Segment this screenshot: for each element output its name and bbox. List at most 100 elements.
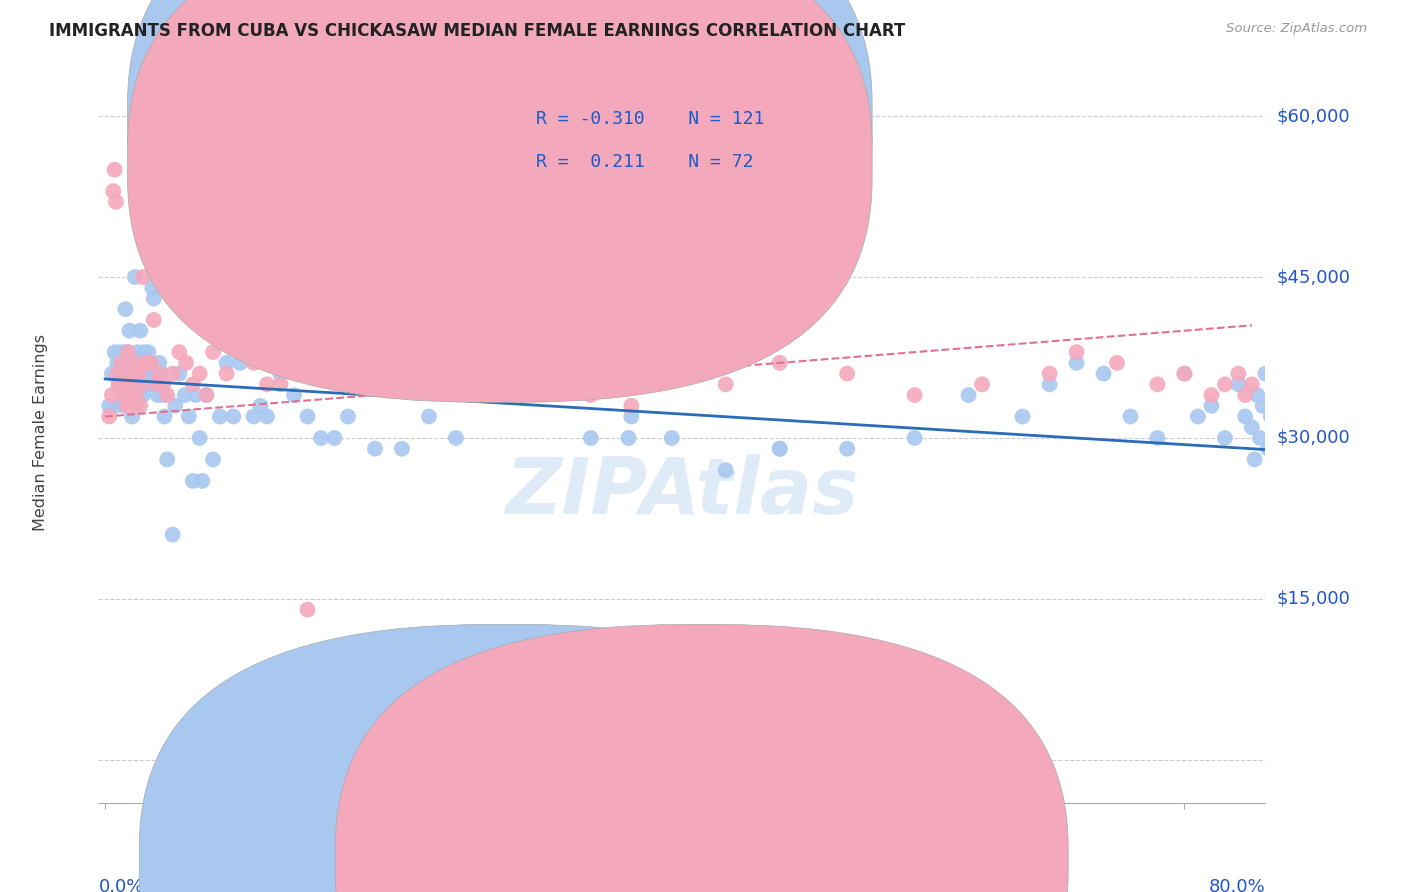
Text: $30,000: $30,000 bbox=[1277, 429, 1350, 447]
Text: Chickasaw: Chickasaw bbox=[727, 847, 811, 863]
Point bbox=[1213, 431, 1236, 445]
Point bbox=[1240, 377, 1263, 392]
Point bbox=[115, 356, 138, 370]
Point bbox=[769, 442, 792, 456]
Point bbox=[122, 356, 145, 370]
Point bbox=[117, 345, 139, 359]
Point bbox=[128, 367, 150, 381]
Point bbox=[131, 377, 153, 392]
Point bbox=[138, 345, 160, 359]
Point bbox=[128, 367, 150, 381]
Point bbox=[104, 399, 127, 413]
Point bbox=[111, 377, 134, 392]
Point bbox=[131, 377, 153, 392]
Point bbox=[120, 377, 142, 392]
Point bbox=[444, 431, 467, 445]
Point bbox=[114, 302, 136, 317]
Point bbox=[162, 527, 184, 541]
Point bbox=[98, 399, 121, 413]
Point bbox=[249, 399, 271, 413]
Point bbox=[148, 356, 170, 370]
Point bbox=[108, 345, 131, 359]
Point bbox=[177, 409, 200, 424]
Point bbox=[1011, 409, 1033, 424]
Point bbox=[837, 442, 859, 456]
Point bbox=[150, 367, 173, 381]
Point bbox=[1249, 431, 1271, 445]
Text: R = -0.310    N = 121: R = -0.310 N = 121 bbox=[536, 111, 765, 128]
Point bbox=[1173, 367, 1195, 381]
Point bbox=[146, 388, 169, 402]
Point bbox=[139, 356, 162, 370]
Point bbox=[104, 162, 127, 177]
Point bbox=[904, 431, 927, 445]
Point bbox=[617, 431, 640, 445]
Text: R =  0.211    N = 72: R = 0.211 N = 72 bbox=[536, 153, 754, 171]
Point bbox=[215, 356, 238, 370]
Point bbox=[1213, 377, 1236, 392]
Point bbox=[208, 409, 231, 424]
Point bbox=[115, 377, 138, 392]
Point bbox=[579, 431, 602, 445]
Point bbox=[904, 388, 927, 402]
Point bbox=[229, 345, 252, 359]
Point bbox=[957, 388, 980, 402]
Point bbox=[1243, 452, 1265, 467]
Point bbox=[195, 388, 218, 402]
Point bbox=[127, 345, 149, 359]
Point bbox=[132, 270, 155, 285]
Point bbox=[152, 377, 174, 392]
Text: ZIPAtlas: ZIPAtlas bbox=[505, 454, 859, 530]
Point bbox=[141, 281, 163, 295]
Point bbox=[242, 409, 264, 424]
Point bbox=[1254, 367, 1277, 381]
Point bbox=[471, 345, 494, 359]
Point bbox=[579, 388, 602, 402]
Point bbox=[191, 474, 214, 488]
Text: 0.0%: 0.0% bbox=[98, 878, 143, 892]
Point bbox=[364, 442, 387, 456]
Point bbox=[117, 367, 139, 381]
Point bbox=[1268, 431, 1291, 445]
Point bbox=[122, 356, 145, 370]
Point bbox=[242, 356, 264, 370]
Point bbox=[1284, 452, 1306, 467]
Point bbox=[391, 345, 413, 359]
Point bbox=[138, 356, 160, 370]
Point bbox=[188, 367, 211, 381]
Point bbox=[114, 367, 136, 381]
Point bbox=[132, 388, 155, 402]
Point bbox=[195, 388, 218, 402]
Point bbox=[184, 388, 207, 402]
Point bbox=[236, 334, 259, 349]
Point bbox=[1263, 367, 1285, 381]
Point bbox=[173, 388, 195, 402]
Point bbox=[714, 463, 737, 477]
Point bbox=[169, 345, 191, 359]
Point bbox=[1066, 356, 1088, 370]
Point bbox=[215, 367, 238, 381]
Point bbox=[391, 442, 413, 456]
Point bbox=[112, 388, 135, 402]
Point bbox=[153, 409, 176, 424]
Point bbox=[143, 367, 166, 381]
Text: $45,000: $45,000 bbox=[1277, 268, 1351, 286]
Point bbox=[1119, 409, 1142, 424]
Point bbox=[970, 377, 993, 392]
Point bbox=[124, 399, 146, 413]
Point bbox=[188, 431, 211, 445]
Point bbox=[129, 324, 152, 338]
Point bbox=[1187, 409, 1209, 424]
Point bbox=[1146, 431, 1168, 445]
Text: Median Female Earnings: Median Female Earnings bbox=[32, 334, 48, 531]
Point bbox=[121, 377, 143, 392]
Text: Source: ZipAtlas.com: Source: ZipAtlas.com bbox=[1226, 22, 1367, 36]
FancyBboxPatch shape bbox=[128, 0, 872, 359]
Point bbox=[101, 388, 124, 402]
Point bbox=[127, 367, 149, 381]
Point bbox=[101, 367, 124, 381]
Point bbox=[364, 377, 387, 392]
Point bbox=[1271, 409, 1294, 424]
Point bbox=[107, 377, 129, 392]
Point bbox=[1092, 367, 1115, 381]
